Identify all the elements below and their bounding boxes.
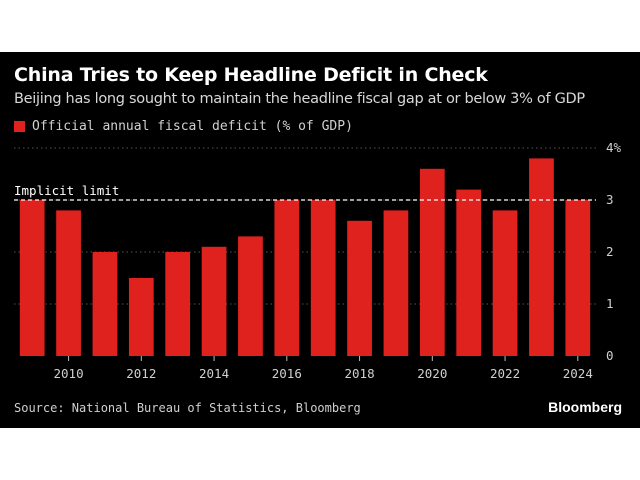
- bar: [128, 278, 154, 356]
- bar: [419, 168, 445, 356]
- x-tick-label: 2020: [417, 366, 447, 381]
- limit-label: Implicit limit: [14, 183, 119, 198]
- y-tick-label: 3: [606, 192, 614, 207]
- y-tick-label: 4%: [606, 140, 622, 155]
- x-tick-label: 2024: [563, 366, 593, 381]
- bar: [383, 210, 409, 356]
- y-tick-label: 2: [606, 244, 614, 259]
- bar: [492, 210, 518, 356]
- x-tick-label: 2018: [345, 366, 375, 381]
- x-tick-label: 2010: [54, 366, 84, 381]
- y-tick-label: 0: [606, 348, 614, 363]
- legend-swatch: [14, 121, 25, 132]
- x-tick-label: 2014: [199, 366, 229, 381]
- bar: [92, 252, 118, 356]
- bar: [565, 200, 591, 356]
- legend-label: Official annual fiscal deficit (% of GDP…: [32, 119, 353, 134]
- chart-title: China Tries to Keep Headline Deficit in …: [14, 64, 488, 86]
- bloomberg-logo: Bloomberg: [548, 399, 622, 415]
- x-tick-label: 2012: [126, 366, 156, 381]
- chart-subtitle: Beijing has long sought to maintain the …: [14, 91, 585, 107]
- y-tick-label: 1: [606, 296, 614, 311]
- x-tick-label: 2016: [272, 366, 302, 381]
- bar: [456, 189, 482, 356]
- bar: [56, 210, 81, 356]
- bar: [165, 252, 191, 356]
- bar: [347, 220, 372, 356]
- bar: [19, 200, 45, 356]
- bar-chart-plot: 0 1 2 3 4% Implicit limit 2010 2012 2014 2016 2018…: [14, 140, 622, 381]
- chart-card: China Tries to Keep Headline Deficit in …: [0, 52, 640, 428]
- source-note: Source: National Bureau of Statistics, B…: [14, 401, 361, 415]
- bar: [238, 236, 263, 356]
- bar: [201, 246, 227, 356]
- bar: [274, 200, 300, 356]
- bar: [310, 200, 336, 356]
- x-tick-label: 2022: [490, 366, 520, 381]
- bar: [529, 158, 554, 356]
- legend: Official annual fiscal deficit (% of GDP…: [14, 119, 353, 134]
